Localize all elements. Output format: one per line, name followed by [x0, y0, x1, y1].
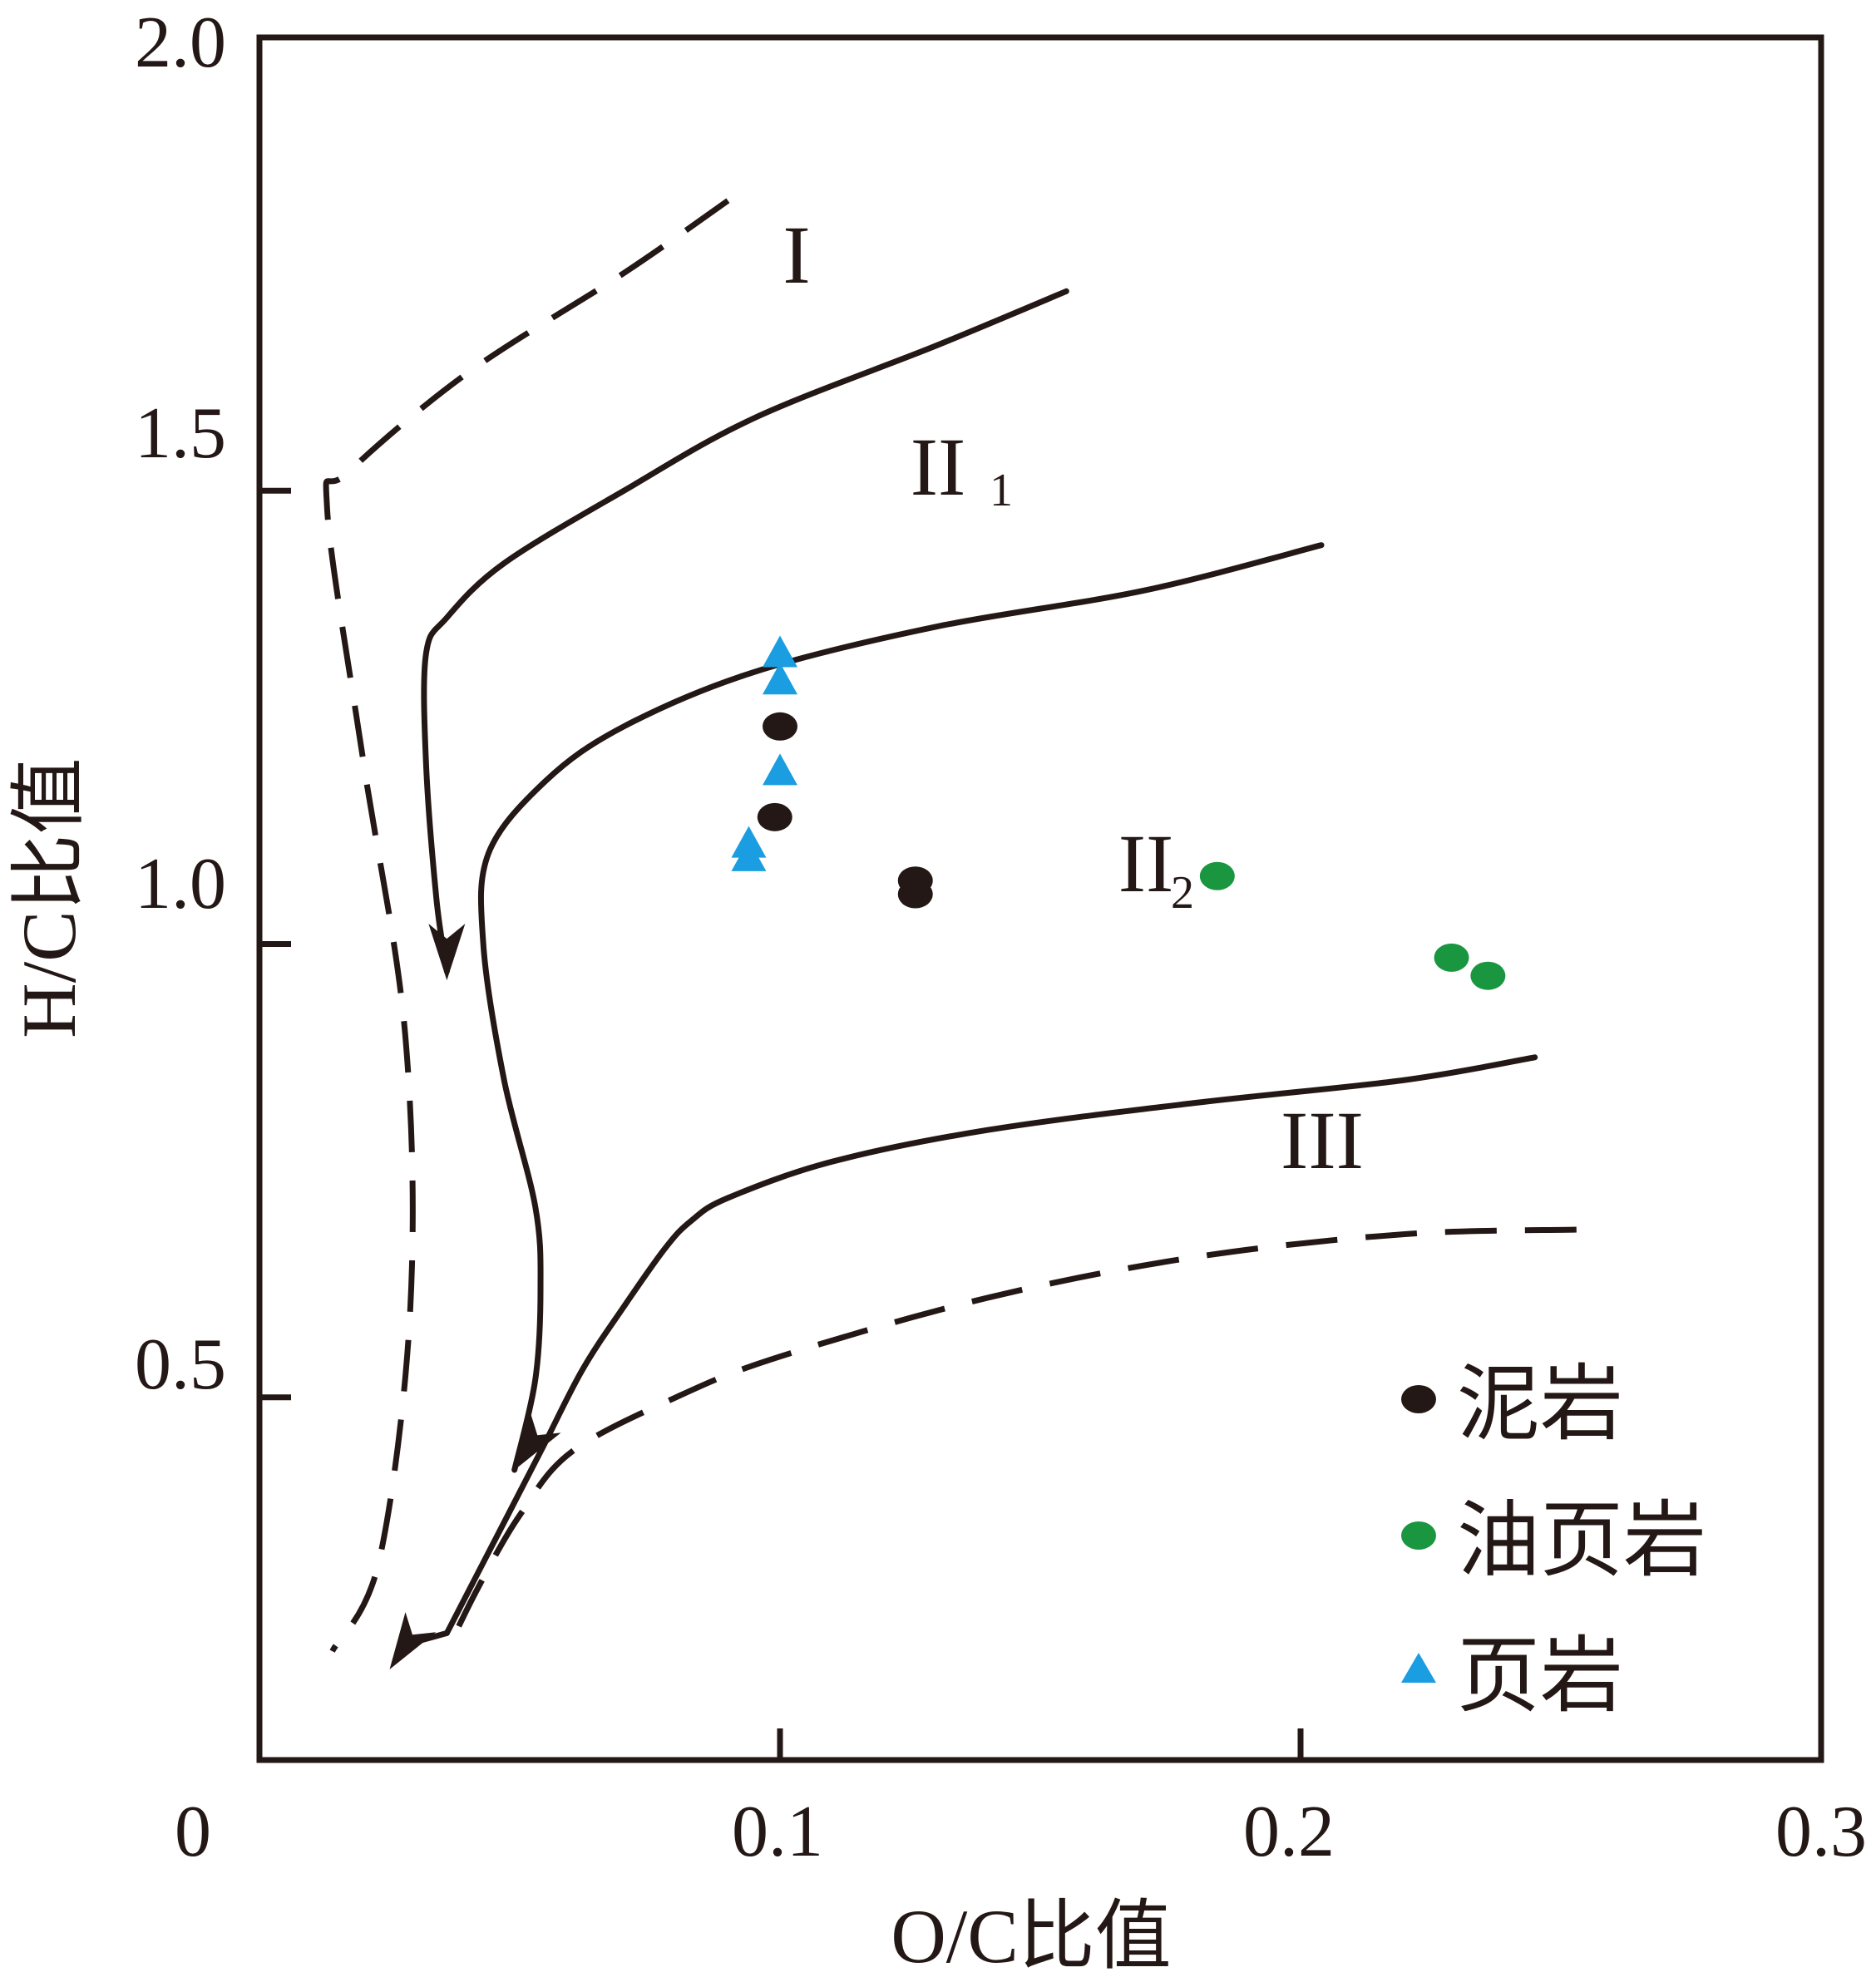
evolution-curve-1	[421, 288, 1069, 974]
legend-marker-mudstone	[1401, 1385, 1436, 1413]
legend: 泥岩 油页岩 页岩	[1401, 1355, 1706, 1724]
y-tick-label: 0.5	[135, 1324, 226, 1405]
data-point-triangle	[731, 839, 767, 871]
y-tick-label: 1.5	[135, 393, 226, 474]
region-label-III: III	[1281, 1094, 1364, 1186]
region-label-II1-sub: 1	[990, 465, 1013, 516]
x-axis-label: O/C比值	[891, 1894, 1171, 1979]
arrowhead-0	[428, 924, 466, 981]
data-point-circle	[757, 802, 792, 831]
x-tick-label: 0.1	[732, 1792, 823, 1872]
data-point-triangle	[763, 635, 797, 668]
x-tick-label: 0.3	[1775, 1792, 1867, 1872]
x-tick-label: 0.2	[1243, 1792, 1335, 1872]
data-point-circle	[1470, 961, 1506, 990]
legend-marker-oil-shale	[1401, 1521, 1436, 1550]
region-label-I: I	[782, 209, 810, 301]
y-axis-label: H/C比值	[7, 757, 91, 1038]
y-tick-label: 2.0	[135, 2, 226, 83]
region-label-II2: II	[1118, 817, 1174, 910]
data-point-circle	[1434, 943, 1469, 972]
region-label-II1: II	[911, 421, 966, 513]
data-point-circle	[763, 712, 797, 741]
x-tick-label: 0	[175, 1792, 211, 1872]
data-point-circle	[1199, 861, 1235, 890]
arrow-shaft	[403, 1629, 450, 1648]
axis-ticks	[259, 487, 1304, 1760]
region-label-II2-sub: 2	[1171, 867, 1194, 919]
data-point-circle	[897, 880, 933, 909]
arrows	[389, 924, 561, 1669]
legend-label-mudstone: 泥岩	[1457, 1355, 1623, 1452]
evolution-curve-3	[443, 1054, 1538, 1636]
legend-label-oil-shale: 油页岩	[1457, 1491, 1706, 1589]
legend-label-shale: 页岩	[1457, 1627, 1623, 1724]
plot-frame	[256, 34, 1824, 1763]
dashed-boundary-curve-0	[323, 198, 730, 1653]
arrowhead-1	[514, 1413, 561, 1471]
data-points	[731, 635, 1506, 990]
data-point-triangle	[763, 753, 797, 786]
boundary-curves	[323, 198, 1577, 1653]
dashed-boundary-curve-4	[444, 1226, 1577, 1653]
evolution-curve-2	[477, 542, 1325, 1473]
y-tick-label: 1.0	[135, 844, 226, 924]
data-point-triangle	[763, 663, 797, 695]
legend-marker-shale	[1401, 1653, 1436, 1683]
